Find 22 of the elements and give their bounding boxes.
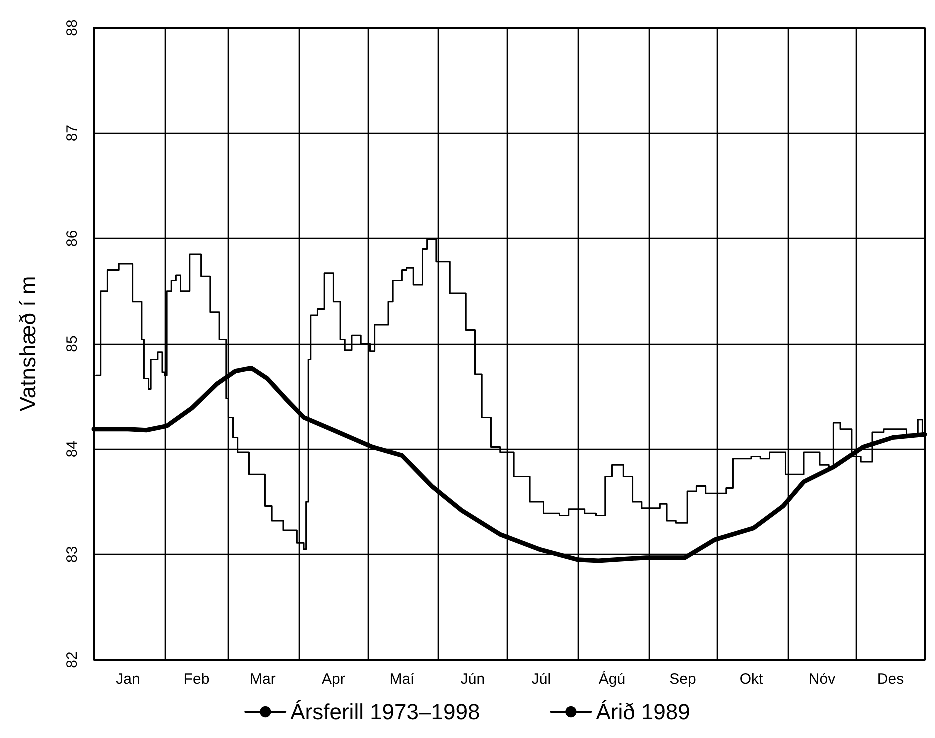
y-axis-title: Vatnshæð í m (16, 276, 40, 412)
y-tick-label: 87 (64, 124, 81, 142)
y-tick-label: 84 (64, 440, 81, 458)
x-tick-label: Maí (390, 671, 416, 688)
x-tick-label: Okt (740, 671, 764, 688)
x-tick-label: Jún (460, 671, 486, 688)
x-tick-label: Apr (322, 671, 346, 688)
x-tick-label: Ágú (598, 670, 626, 688)
x-tick-label: Des (877, 671, 904, 688)
x-tick-label: Feb (184, 671, 210, 688)
y-tick-label: 85 (64, 336, 81, 352)
y-tick-label: 83 (64, 546, 81, 564)
x-tick-label: Jan (116, 671, 140, 688)
x-tick-label: Júl (532, 671, 552, 688)
y-tick-label: 82 (64, 652, 81, 668)
legend-label: Ársferill 1973–1998 (290, 700, 480, 724)
x-tick-label: Sep (670, 671, 696, 688)
x-tick-label: Nóv (808, 671, 836, 688)
y-tick-label: 88 (64, 20, 81, 36)
y-tick-label: 86 (64, 230, 81, 248)
x-tick-label: Mar (250, 671, 276, 688)
legend-label: Árið 1989 (596, 700, 690, 724)
